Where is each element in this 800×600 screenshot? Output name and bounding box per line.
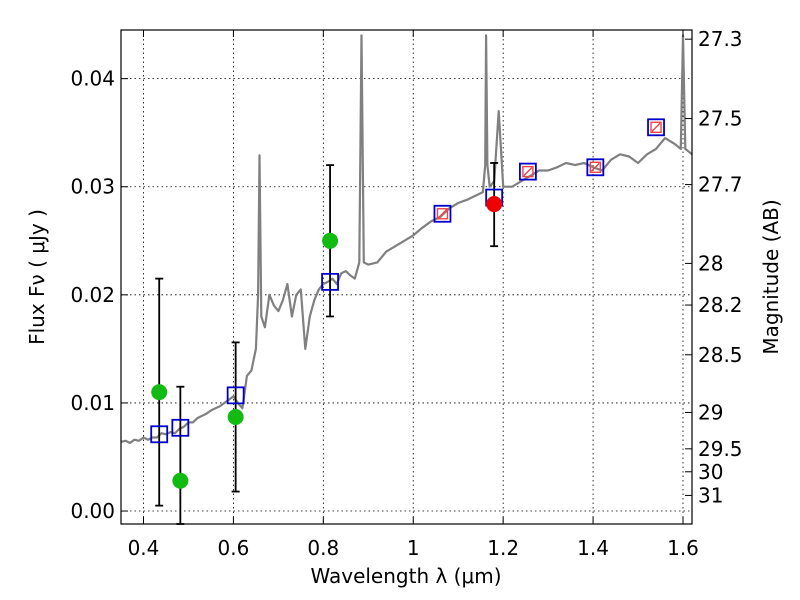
magnitude-axis-title: Magnitude (AB): [759, 199, 783, 354]
observed-mark-slash: [523, 167, 533, 177]
hst-data-point: [486, 196, 503, 213]
model-photometry-box: [433, 204, 452, 223]
magnitude-tick-label: 28.2: [698, 293, 743, 317]
grid: [121, 30, 692, 524]
y-tick-label: 0.00: [70, 499, 115, 523]
observed-mark: [650, 121, 662, 133]
magnitude-tick-label: 29.5: [698, 437, 743, 461]
x-tick-label: 0.6: [217, 536, 249, 560]
axis-ticks: 0.4 0.6 0.8 1 1.2 1.4 1.6 0.00 0.01 0.02 0.03 0.04 2…: [70, 27, 742, 560]
magnitude-tick-label: 31: [698, 483, 723, 507]
observed-mark: [436, 208, 449, 220]
data-markers: [150, 118, 665, 489]
model-photometry-box: [647, 118, 665, 137]
template-spectrum: [120, 34, 693, 444]
x-tick-label: 0.8: [307, 536, 339, 560]
template-spectrum-line: [120, 34, 693, 444]
y-tick-label: 0.01: [70, 391, 115, 415]
magnitude-tick-label: 28: [698, 251, 723, 275]
observed-mark: [522, 165, 534, 178]
x-axis-title: Wavelength λ (μm): [310, 564, 501, 588]
observed-mark-slash: [590, 162, 600, 172]
model-photometry-box: [150, 425, 169, 444]
y-axis-title: Flux Fν ( μJy ): [25, 209, 49, 345]
model-photometry-box: [171, 418, 190, 437]
model-photometry-box: [586, 158, 605, 177]
x-tick-label: 1: [407, 536, 420, 560]
observed-mark: [589, 161, 602, 173]
model-photometry-box: [518, 162, 537, 181]
y-tick-label: 0.04: [70, 67, 115, 91]
model-photometry-box: [226, 386, 245, 405]
x-tick-label: 0.4: [128, 536, 160, 560]
ground-data-point: [227, 408, 244, 425]
x-tick-label: 1.6: [667, 536, 699, 560]
y-tick-label: 0.03: [70, 175, 115, 199]
x-tick-label: 1.2: [487, 536, 519, 560]
observed-mark-slash: [437, 209, 447, 219]
ground-data-point: [172, 472, 189, 489]
magnitude-tick-label: 30: [698, 460, 723, 484]
plot-frame: [120, 29, 693, 525]
magnitude-tick-label: 27.7: [698, 173, 743, 197]
observed-mark-slash: [651, 122, 661, 132]
model-photometry-box: [321, 272, 339, 291]
ground-data-point: [322, 232, 339, 249]
magnitude-tick-label: 27.5: [698, 107, 743, 131]
magnitude-tick-label: 28.5: [698, 343, 743, 367]
magnitude-tick-label: 27.3: [698, 27, 743, 51]
x-tick-label: 1.4: [577, 536, 609, 560]
ground-data-point: [151, 384, 168, 401]
y-tick-label: 0.02: [70, 283, 115, 307]
magnitude-tick-label: 29: [698, 400, 723, 424]
